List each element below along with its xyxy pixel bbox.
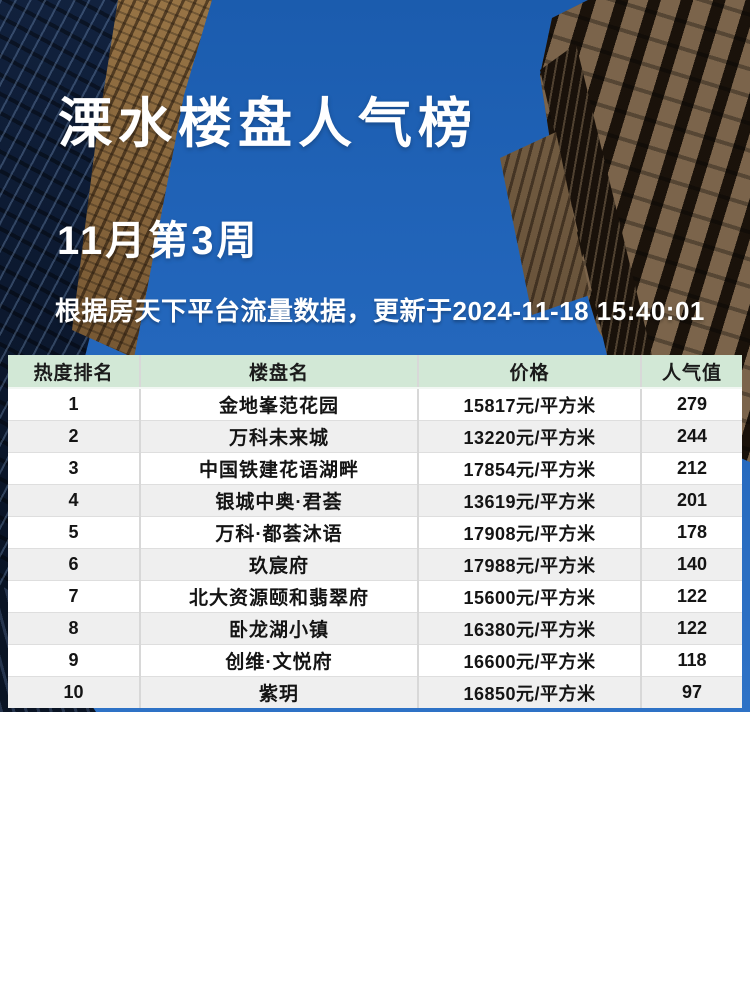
table-row: 1 金地峯范花园 15817元/平方米 279 (8, 387, 742, 421)
cell-name: 金地峯范花园 (140, 387, 419, 421)
cell-rank: 3 (8, 452, 141, 485)
table-row: 4 银城中奥·君荟 13619元/平方米 201 (8, 484, 742, 517)
cell-price: 15817元/平方米 (418, 387, 642, 421)
cell-name: 万科·都荟沐语 (140, 516, 419, 549)
data-source-note: 根据房天下平台流量数据，更新于2024-11-18 15:40:01 (55, 296, 705, 326)
cell-popularity: 212 (641, 452, 742, 485)
table-row: 7 北大资源颐和翡翠府 15600元/平方米 122 (8, 580, 742, 613)
cell-price: 13619元/平方米 (418, 484, 642, 517)
cell-rank: 7 (8, 580, 141, 613)
cell-rank: 6 (8, 548, 141, 581)
table-row: 3 中国铁建花语湖畔 17854元/平方米 212 (8, 452, 742, 485)
cell-name: 万科未来城 (140, 420, 419, 453)
cell-rank: 2 (8, 420, 141, 453)
cell-popularity: 122 (641, 612, 742, 645)
cell-rank: 8 (8, 612, 141, 645)
cell-name: 紫玥 (140, 676, 419, 708)
cell-name: 卧龙湖小镇 (140, 612, 419, 645)
ranking-table: 热度排名 楼盘名 价格 人气值 1 金地峯范花园 15817元/平方米 2 7 9 … (8, 355, 742, 708)
cell-rank: 9 (8, 644, 141, 677)
cell-rank: 5 (8, 516, 141, 549)
table-header-row: 热度排名 楼盘名 价格 人气值 (8, 355, 742, 389)
column-header-price: 价格 (418, 355, 642, 389)
cell-price: 17908元/平方米 (418, 516, 642, 549)
cell-popularity: 279 (641, 387, 742, 421)
cell-popularity: 97 (641, 676, 742, 708)
cell-price: 13220元/平方米 (418, 420, 642, 453)
cell-price: 15600元/平方米 (418, 580, 642, 613)
week-subtitle: 11月第3周 (57, 219, 260, 263)
page-title: 溧水楼盘人气榜 (58, 94, 478, 154)
cell-rank: 4 (8, 484, 141, 517)
cell-price: 17988元/平方米 (418, 548, 642, 581)
cell-popularity: 118 (641, 644, 742, 677)
cell-popularity: 201 (641, 484, 742, 517)
cell-price: 17854元/平方米 (418, 452, 642, 485)
cell-price: 16380元/平方米 (418, 612, 642, 645)
cell-popularity: 244 (641, 420, 742, 453)
column-header-rank: 热度排名 (8, 355, 141, 389)
cell-rank: 1 (8, 387, 141, 421)
table-row: 6 玖宸府 17988元/平方米 140 (8, 548, 742, 581)
cell-rank: 10 (8, 676, 141, 708)
cell-name: 北大资源颐和翡翠府 (140, 580, 419, 613)
column-header-name: 楼盘名 (140, 355, 419, 389)
table-row: 8 卧龙湖小镇 16380元/平方米 122 (8, 612, 742, 645)
cell-name: 中国铁建花语湖畔 (140, 452, 419, 485)
table-row: 9 创维·文悦府 16600元/平方米 118 (8, 644, 742, 677)
table-row: 5 万科·都荟沐语 17908元/平方米 178 (8, 516, 742, 549)
column-header-popularity: 人气值 (641, 355, 742, 389)
cell-price: 16600元/平方米 (418, 644, 642, 677)
table-row: 2 万科未来城 13220元/平方米 244 (8, 420, 742, 453)
cell-popularity: 178 (641, 516, 742, 549)
table-row: 10 紫玥 16850元/平方米 97 (8, 676, 742, 708)
cell-name: 创维·文悦府 (140, 644, 419, 677)
cell-name: 玖宸府 (140, 548, 419, 581)
cell-name: 银城中奥·君荟 (140, 484, 419, 517)
cell-popularity: 122 (641, 580, 742, 613)
cell-popularity: 140 (641, 548, 742, 581)
cell-price: 16850元/平方米 (418, 676, 642, 708)
